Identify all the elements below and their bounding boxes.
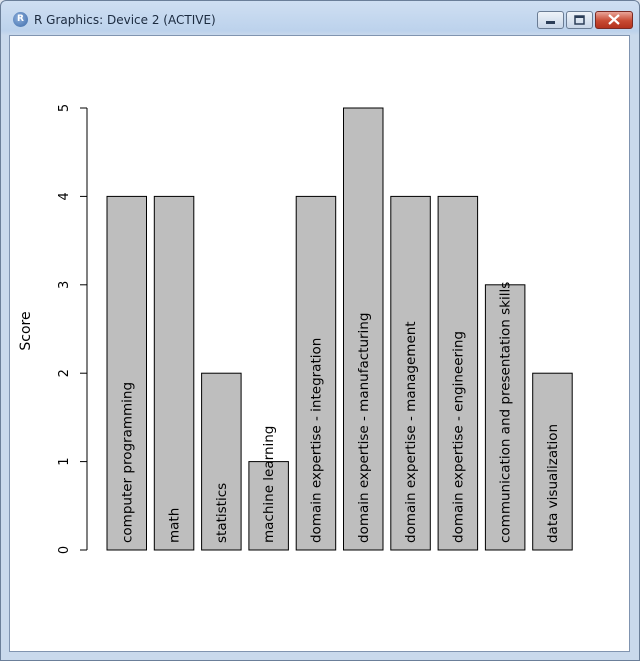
- window-title: R Graphics: Device 2 (ACTIVE): [34, 13, 216, 27]
- bar-label: data visualization: [545, 424, 561, 543]
- maximize-icon: [574, 15, 585, 25]
- bar-label: computer programming: [119, 382, 135, 543]
- bar-label: domain expertise - integration: [308, 338, 324, 543]
- bar-label: math: [167, 508, 183, 543]
- y-tick-label: 1: [57, 457, 72, 465]
- y-tick-label: 3: [57, 281, 72, 289]
- bar: [390, 195, 431, 551]
- plot-area: 0 1 2 3 4 5 Score computer programming math stati…: [9, 35, 630, 652]
- bar-label: machine learning: [261, 426, 277, 543]
- bar: [201, 372, 242, 551]
- maximize-button[interactable]: [566, 11, 593, 29]
- close-button[interactable]: [595, 11, 633, 29]
- bar-label: domain expertise - management: [403, 321, 419, 543]
- bar-label: domain expertise - engineering: [450, 331, 466, 543]
- window-left-edge: [1, 35, 8, 655]
- bar-label: domain expertise - manufacturing: [356, 313, 372, 543]
- bar-chart: 0 1 2 3 4 5 Score computer programming math stati…: [18, 104, 573, 554]
- window-right-edge: [632, 35, 640, 655]
- title-bar[interactable]: R R Graphics: Device 2 (ACTIVE): [1, 1, 639, 34]
- y-tick-label: 4: [57, 192, 72, 200]
- bar: [248, 461, 289, 551]
- bar-label: communication and presentation skills: [498, 282, 514, 543]
- y-tick-label: 0: [57, 546, 72, 554]
- y-tick-label: 5: [57, 104, 72, 112]
- bar: [437, 195, 479, 551]
- minimize-icon: [546, 21, 555, 24]
- minimize-button[interactable]: [537, 11, 564, 29]
- bar: [295, 195, 337, 551]
- y-tick-label: 2: [57, 369, 72, 377]
- y-axis-label: Score: [18, 311, 34, 350]
- bar-label: statistics: [214, 483, 230, 543]
- bar: [532, 372, 573, 551]
- bar: [153, 195, 195, 551]
- bar: [343, 107, 384, 551]
- r-app-icon: R: [13, 12, 28, 27]
- bar: [484, 284, 526, 551]
- bar: [106, 195, 147, 551]
- close-icon: [608, 14, 620, 25]
